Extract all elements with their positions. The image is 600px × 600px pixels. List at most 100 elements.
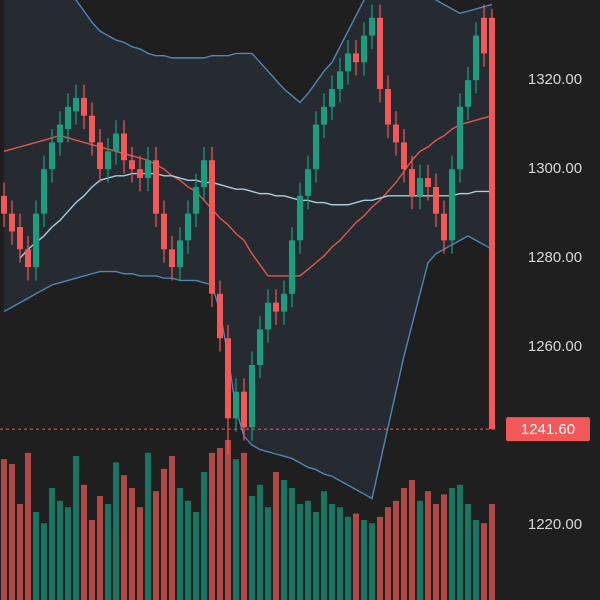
volume-bar	[417, 500, 423, 600]
candle-body	[241, 391, 247, 428]
volume-bar	[49, 488, 55, 600]
volume-bar	[465, 504, 471, 600]
volume-bar	[17, 504, 23, 600]
candle-body	[129, 160, 135, 170]
candle-body	[433, 186, 439, 214]
candle-body	[177, 240, 183, 268]
candle-body	[201, 160, 207, 187]
candle-body	[193, 186, 199, 214]
candle-body	[81, 97, 87, 116]
candle-body	[329, 89, 335, 107]
candle-body	[489, 17, 495, 430]
candle-body	[393, 124, 399, 143]
volume-bar	[105, 504, 111, 600]
plot-area	[0, 0, 498, 600]
volume-bar	[225, 440, 231, 600]
volume-bar	[481, 523, 487, 600]
volume-bar	[185, 500, 191, 600]
candle-body	[401, 142, 407, 170]
candle-body	[57, 124, 63, 143]
volume-bar	[425, 491, 431, 600]
volume-bar	[393, 500, 399, 600]
volume-bar	[257, 484, 263, 600]
candle-body	[457, 106, 463, 170]
volume-bar	[33, 512, 39, 600]
volume-bar	[121, 475, 127, 600]
candle-body	[25, 249, 31, 268]
candle-body	[449, 169, 455, 241]
volume-bar	[329, 504, 335, 600]
candle-body	[297, 195, 303, 241]
volume-bar	[241, 452, 247, 600]
volume-bar	[353, 513, 359, 600]
volume-bar	[41, 523, 47, 600]
volume-bar	[377, 516, 383, 600]
volume-bar	[249, 496, 255, 600]
candle-body	[17, 227, 23, 250]
candle-body	[265, 302, 271, 330]
volume-bar	[369, 523, 375, 600]
candle-body	[169, 249, 175, 268]
volume-bar	[305, 500, 311, 600]
volume-bar	[433, 504, 439, 600]
volume-bar	[409, 480, 415, 600]
volume-bar	[449, 488, 455, 600]
candle-body	[441, 213, 447, 241]
volume-bar	[177, 488, 183, 600]
volume-bar	[385, 507, 391, 600]
volume-bar	[97, 496, 103, 600]
band-fill	[4, 0, 492, 499]
volume-bar	[65, 507, 71, 600]
volume-bar	[89, 520, 95, 600]
candle-body	[89, 115, 95, 143]
candle-body	[473, 35, 479, 81]
y-tick-label: 1320.00	[528, 71, 582, 88]
volume-bar	[193, 512, 199, 600]
candle-body	[321, 106, 327, 125]
volume-bar	[345, 516, 351, 600]
volume-bar	[401, 488, 407, 600]
volume-bar	[209, 452, 215, 600]
volume-bar	[9, 464, 15, 600]
last-price-tag	[506, 417, 590, 442]
y-tick-label: 1220.00	[528, 516, 582, 533]
candle-body	[49, 142, 55, 170]
candle-body	[385, 89, 391, 125]
candle-body	[33, 213, 39, 268]
volume-bar	[473, 520, 479, 600]
last-price-label: 1241.60	[521, 421, 575, 438]
volume-bar	[273, 472, 279, 600]
candle-body	[65, 106, 71, 130]
volume-bar	[161, 468, 167, 600]
candle-body	[249, 364, 255, 428]
volume-bar	[441, 494, 447, 600]
volume-bar	[289, 488, 295, 600]
volume-bar	[281, 480, 287, 600]
volume-bar	[201, 472, 207, 600]
candle-body	[305, 169, 311, 196]
candle-body	[417, 178, 423, 196]
candle-body	[97, 142, 103, 170]
volume-bar	[265, 507, 271, 600]
volume-bar	[313, 512, 319, 600]
indicator-line	[3, 115, 493, 277]
candle-body	[465, 80, 471, 107]
candle-body	[217, 293, 223, 339]
volume-bar	[25, 452, 31, 600]
candle-body	[313, 124, 319, 170]
candle-body	[425, 178, 431, 187]
volume-bar	[217, 448, 223, 600]
candle-body	[209, 160, 215, 294]
candle-body	[1, 195, 7, 214]
volume-bar	[321, 491, 327, 600]
candle-body	[73, 97, 79, 112]
candle-body	[481, 17, 487, 54]
candle-body	[353, 53, 359, 63]
candle-body	[137, 169, 143, 179]
volume-bar	[73, 456, 79, 600]
volume-bar	[297, 504, 303, 600]
volume-bar	[57, 500, 63, 600]
volume-bar	[1, 459, 7, 600]
candle-body	[105, 151, 111, 170]
